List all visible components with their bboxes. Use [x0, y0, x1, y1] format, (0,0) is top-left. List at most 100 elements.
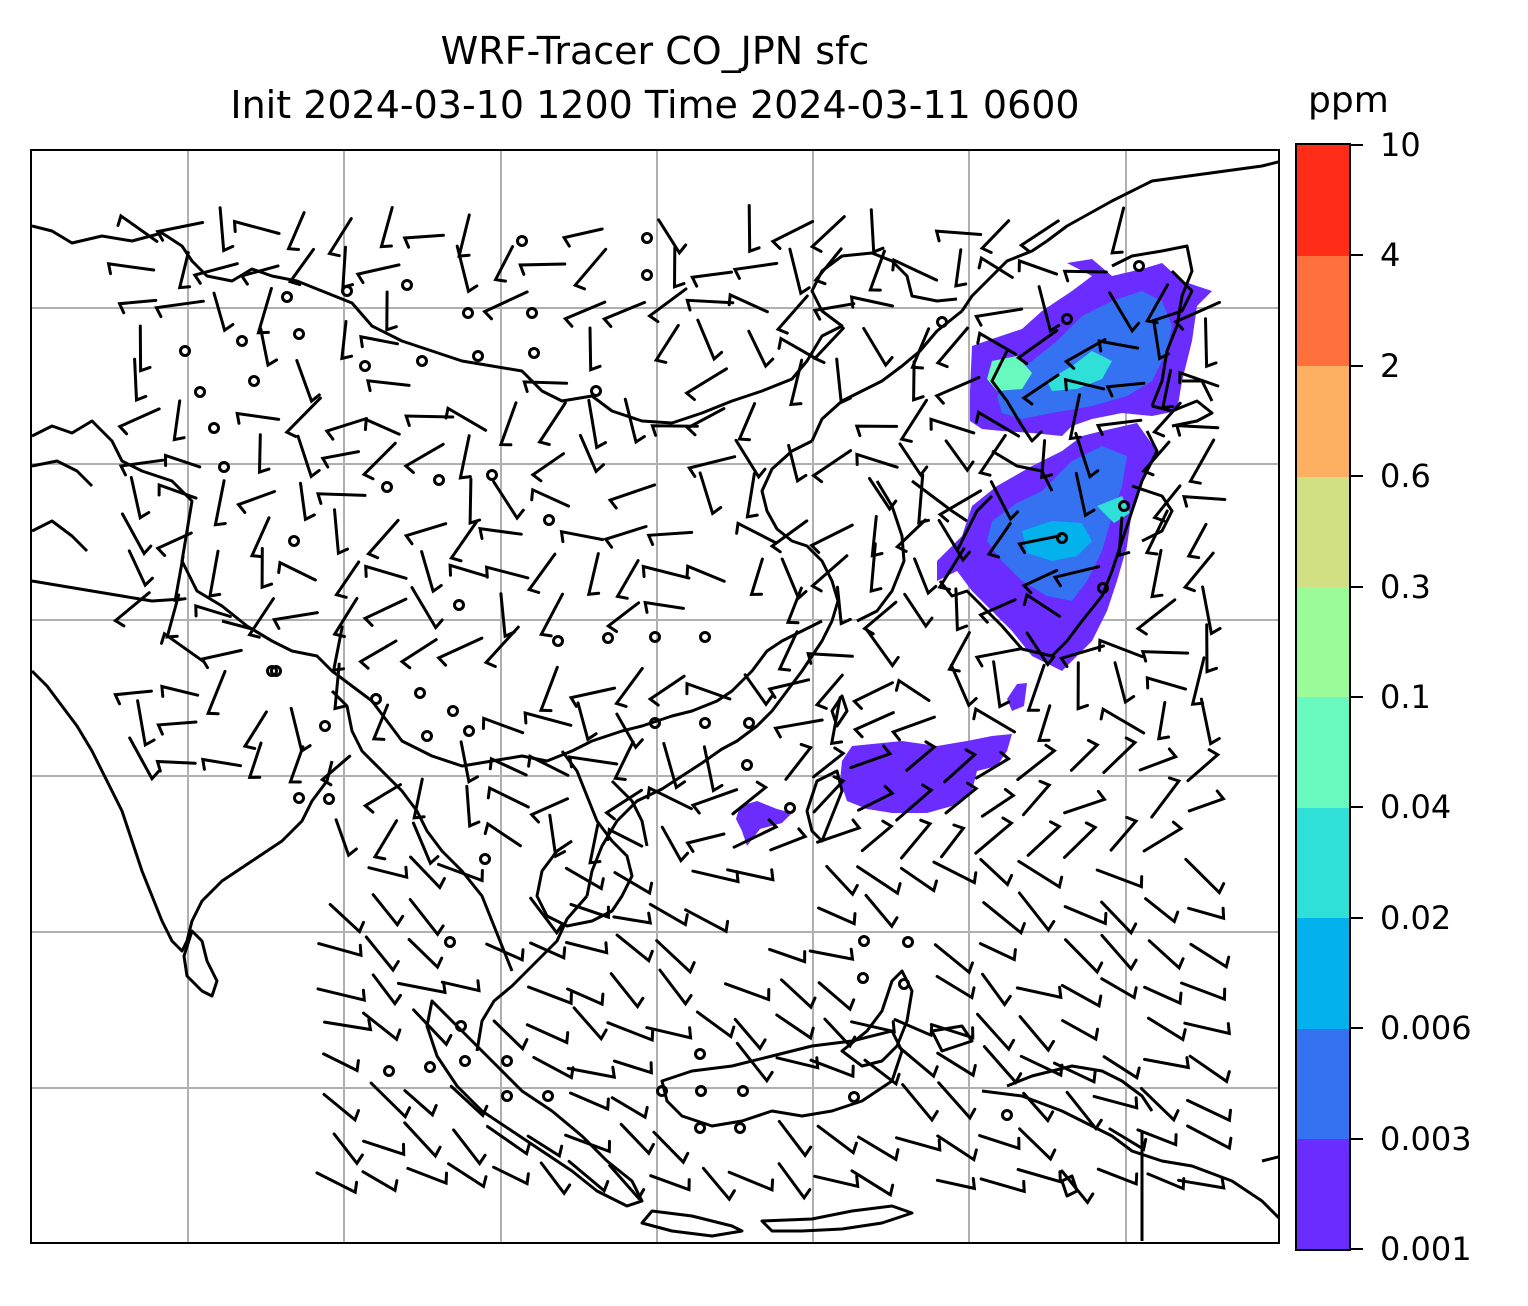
wind-barb: [606, 1021, 655, 1043]
wind-barb: [404, 414, 455, 427]
wind-barb: [116, 213, 159, 243]
wind-barb: [249, 516, 271, 559]
wind-barb: [256, 286, 273, 335]
wind-barb: [605, 601, 641, 633]
wind-barb: [1019, 1054, 1064, 1078]
wind-barb: [468, 477, 482, 526]
calm-circle: [695, 1085, 707, 1097]
wind-barb: [548, 813, 567, 859]
wind-barb: [1187, 906, 1226, 921]
calm-circle: [319, 720, 331, 732]
wind-barb: [1156, 700, 1171, 741]
wind-barb: [537, 401, 567, 446]
wind-barb: [572, 247, 608, 291]
wind-barb: [1064, 938, 1104, 975]
wind-barb: [257, 433, 271, 475]
wind-barb: [836, 585, 852, 626]
wind-barb: [743, 673, 774, 707]
wind-barb: [937, 518, 971, 563]
wind-barb: [702, 745, 724, 793]
wind-barb: [567, 1159, 610, 1194]
wind-barb: [492, 1019, 529, 1052]
wind-barb: [732, 261, 779, 280]
colorbar-tick-label: 4: [1380, 236, 1401, 275]
wind-barb: [319, 754, 352, 787]
wind-barb: [855, 452, 899, 469]
wind-barb: [483, 625, 520, 668]
wind-barb: [444, 405, 488, 432]
colorbar-tick-label: 0.02: [1380, 898, 1452, 937]
wind-barb: [157, 482, 198, 500]
wind-barb: [917, 473, 930, 525]
wind-barb: [455, 244, 479, 294]
chart-subtitle: Init 2024-03-10 1200 Time 2024-03-11 060…: [230, 83, 1080, 127]
wind-barb: [972, 706, 1016, 734]
wind-barb: [588, 823, 602, 865]
wind-barb: [788, 247, 811, 296]
wind-barb: [199, 648, 243, 670]
wind-barb: [894, 678, 931, 702]
wind-barb: [816, 1124, 858, 1156]
wind-barb: [857, 1135, 900, 1162]
calm-circle: [424, 1061, 436, 1073]
wind-barb: [933, 943, 974, 975]
wind-barb: [1102, 1055, 1141, 1081]
wind-barb: [527, 754, 570, 777]
wind-barb: [724, 982, 771, 1002]
wind-barb: [658, 968, 693, 1007]
wind-barb: [1139, 1087, 1180, 1123]
calm-circle: [179, 345, 191, 357]
calm-wind-markers: [179, 232, 1145, 1134]
wind-barb: [567, 755, 619, 769]
wind-barb: [1186, 748, 1221, 783]
colorbar-segment: [1297, 476, 1349, 588]
wind-barb: [747, 204, 761, 254]
calm-circle: [641, 269, 653, 281]
wind-barb: [1015, 329, 1059, 366]
plume-sakhalin-peak: [987, 356, 1032, 391]
wind-barb: [698, 471, 723, 516]
wind-barb: [1145, 675, 1187, 691]
wind-barb: [458, 434, 472, 480]
calm-circle: [857, 972, 869, 984]
wind-barb: [213, 479, 227, 527]
wind-barb: [937, 1081, 977, 1121]
wind-barb: [1152, 321, 1170, 361]
wind-barb: [619, 1122, 655, 1156]
wind-barb: [239, 264, 280, 286]
wind-barb: [935, 974, 976, 1000]
calm-circle: [414, 687, 426, 699]
wind-barb: [371, 893, 405, 928]
wind-barb: [812, 302, 856, 321]
calm-circle: [902, 936, 914, 948]
wind-barb: [954, 587, 969, 632]
wind-barb: [173, 555, 187, 602]
wind-barb: [944, 439, 975, 473]
wind-barb: [785, 586, 803, 625]
wind-barb: [769, 827, 808, 852]
wind-barb: [817, 906, 857, 926]
wind-barb: [615, 933, 654, 964]
wind-barb: [372, 819, 399, 861]
wind-barb: [1143, 985, 1183, 1006]
wind-barb: [328, 903, 365, 935]
wind-barb: [809, 1058, 855, 1079]
wind-barb: [364, 564, 408, 580]
wind-barb: [1074, 431, 1100, 480]
wind-barb: [200, 757, 242, 771]
calm-circle: [447, 705, 459, 717]
wind-barb: [862, 326, 894, 368]
colorbar-segment: [1297, 365, 1349, 477]
wind-barb: [735, 521, 778, 545]
wind-barb: [385, 290, 398, 332]
wind-barb: [526, 1134, 564, 1159]
plume-sakhalin-core: [1047, 351, 1112, 391]
calm-circle: [341, 285, 353, 297]
calm-circle: [784, 802, 796, 814]
wind-barb: [371, 973, 402, 1007]
wind-barb: [894, 518, 927, 553]
wind-barb: [860, 819, 894, 853]
wind-barb: [981, 972, 1012, 1008]
wind-barb: [935, 1177, 977, 1191]
calm-circle: [552, 635, 564, 647]
